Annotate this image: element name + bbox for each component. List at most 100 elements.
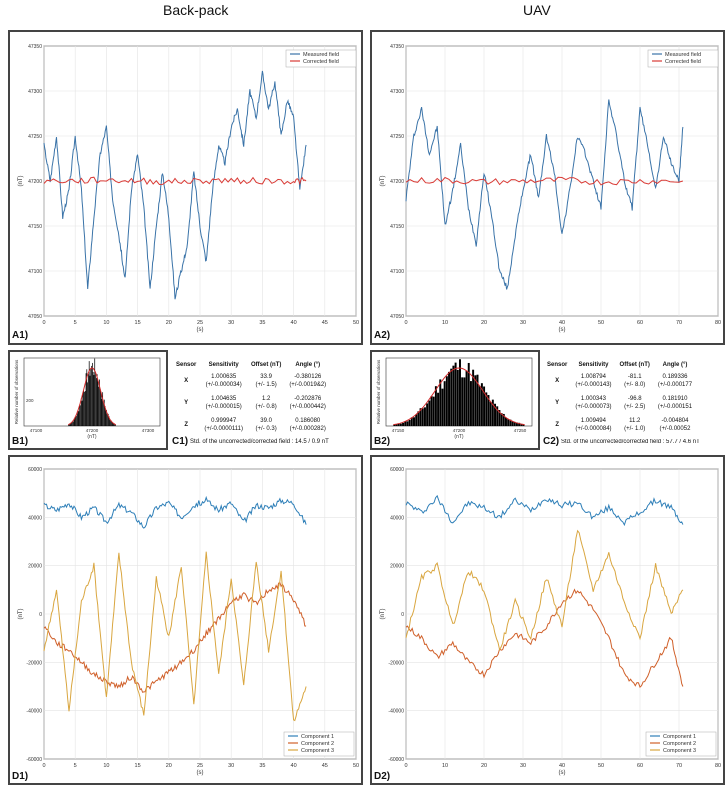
panel-b1: 47100 47200 47300 (nT) Relative number of ob… (8, 350, 168, 450)
table-row: X 1.000635 (+/-0.000034) 33.9 (+/- 1.5) -0… (172, 370, 330, 392)
histogram-bar (84, 391, 86, 426)
histogram-bar (502, 413, 505, 426)
histogram-bar (71, 422, 73, 426)
histogram-bar (426, 403, 429, 426)
x-tick-label: 30 (228, 763, 234, 769)
sensitivity-cell: 1.009494 (+/-0.000084) (575, 418, 612, 432)
histogram-bar (402, 422, 405, 426)
x-axis-label: (s) (197, 327, 204, 333)
x-tick-label: 80 (715, 320, 721, 326)
x-tick-label: 47300 (142, 428, 155, 433)
panel-label-b1: B1) (12, 436, 29, 447)
histogram-bar (84, 391, 85, 426)
histogram-bar (112, 423, 114, 426)
x-tick-label: 40 (291, 320, 297, 326)
x-tick-label: 20 (166, 320, 172, 326)
panel-label-c2: C2) (543, 436, 560, 447)
legend-entry: Component 3 (663, 748, 696, 754)
sensor-cell: Y (184, 400, 189, 406)
histogram-bar (105, 410, 107, 426)
x-tick-label: 45 (322, 320, 328, 326)
table-row: X 1.008794 (+/-0.000143) -81.1 (+/- 8.0) 0… (543, 370, 696, 392)
panel-d1: 0 5 10 15 20 25 30 35 40 45 50 -60000 -40000 -20000 0 2… (8, 455, 363, 785)
x-tick-label: 30 (520, 763, 526, 769)
sensitivity-cell: 1.000343 (+/-0.000073) (575, 396, 612, 410)
y-tick-label: 47350 (390, 44, 404, 50)
panel-label-d2: D2) (374, 771, 391, 782)
angle-cell: -0.004804 (+/-0.00052 (659, 418, 691, 432)
histogram-bar (110, 420, 111, 426)
y-tick-label: 20000 (390, 564, 404, 570)
histogram-bar (72, 421, 73, 426)
x-tick-label: 15 (135, 320, 141, 326)
angle-cell: 0.189336 (+/-0.000177 (657, 374, 693, 388)
histogram-bar (89, 375, 91, 426)
y-tick-label: 47250 (390, 134, 404, 140)
y-axis-label: (nT) (18, 176, 24, 187)
y-tick-label: -20000 (26, 660, 42, 666)
chart-d1: 0 5 10 15 20 25 30 35 40 45 50 -60000 -40000 -20000 0 2… (18, 467, 359, 776)
histogram-bar (93, 375, 95, 426)
histogram-bar (96, 374, 98, 426)
x-tick-label: 15 (135, 763, 141, 769)
x-tick-label: 50 (598, 763, 604, 769)
histogram-bar (81, 400, 83, 426)
histogram-bar (92, 371, 94, 426)
histogram-bar (69, 424, 71, 426)
y-tick-label: -60000 (26, 757, 42, 763)
std-note-c2: Std. of the uncorrected/corrected field … (561, 439, 700, 445)
series-line-2 (43, 176, 307, 186)
y-tick-label: 47300 (28, 89, 42, 95)
table-row: Y 1.004635 (+/-0.000015) 1.2 (+/- 0.8) -0.… (172, 392, 330, 414)
histogram-bar (504, 417, 507, 426)
y-axis-label: (nT) (380, 176, 386, 187)
histogram-bar (104, 406, 106, 426)
y-tick-label: 47100 (28, 269, 42, 275)
histogram-bar (115, 424, 116, 426)
histogram-bar (469, 381, 472, 426)
histogram-bar (417, 411, 420, 426)
histogram-bar (397, 423, 400, 426)
column-title-uav: UAV (523, 2, 551, 18)
histogram-bar (489, 401, 492, 426)
y-tick-label: 0 (401, 612, 404, 618)
y-tick-label: 47300 (390, 89, 404, 95)
sensitivity-cell: 1.004635 (+/-0.000015) (205, 396, 242, 410)
histogram-bar (513, 421, 516, 426)
histogram-bar (88, 373, 89, 426)
column-title-backpack: Back-pack (163, 2, 229, 18)
offset-cell: 33.9 (+/- 1.5) (255, 374, 277, 388)
table-header: Offset (nT) (619, 362, 650, 368)
x-tick-label: 0 (42, 763, 45, 769)
histogram-bar (443, 381, 446, 426)
x-tick-label: 35 (259, 763, 265, 769)
histogram-bar (518, 422, 521, 426)
x-tick-label: 0 (42, 320, 45, 326)
angle-cell: 0.186080 (+/-0.000282) (289, 418, 326, 432)
histogram-bar (476, 374, 479, 426)
histogram-bar (496, 406, 499, 426)
histogram-bar (68, 424, 70, 426)
histogram-bar (113, 423, 115, 426)
x-tick-label: 40 (291, 763, 297, 769)
sensitivity-cell: 1.000635 (+/-0.000034) (205, 374, 242, 388)
histogram-bar (465, 370, 468, 426)
histogram-bar (87, 382, 88, 426)
sensitivity-cell: 0.999947 (+/-0.0000111) (204, 418, 243, 432)
offset-cell: -81.1 (+/- 8.0) (624, 374, 646, 388)
x-tick-label: 70 (676, 320, 682, 326)
table-row: Y 1.000343 (+/-0.000073) -96.8 (+/- 2.5) 0… (543, 392, 696, 414)
table-row: Z 0.999947 (+/-0.0000111) 39.0 (+/- 0.3) 0… (172, 414, 330, 436)
histogram-bar (494, 403, 497, 426)
x-tick-label: 47200 (86, 428, 99, 433)
series-line-1 (405, 99, 684, 290)
x-tick-label: 50 (353, 763, 359, 769)
histogram-bar (107, 413, 109, 426)
histogram-bar (109, 419, 111, 426)
histogram-bar (520, 423, 523, 426)
table-header: Offset (nT) (250, 362, 282, 368)
histogram-bar (461, 377, 464, 426)
offset-cell: 11.2 (+/- 1.0) (624, 418, 646, 432)
histogram-b1: 47100 47200 47300 (nT) Relative number of ob… (14, 357, 161, 440)
x-axis-label: (s) (197, 770, 204, 776)
